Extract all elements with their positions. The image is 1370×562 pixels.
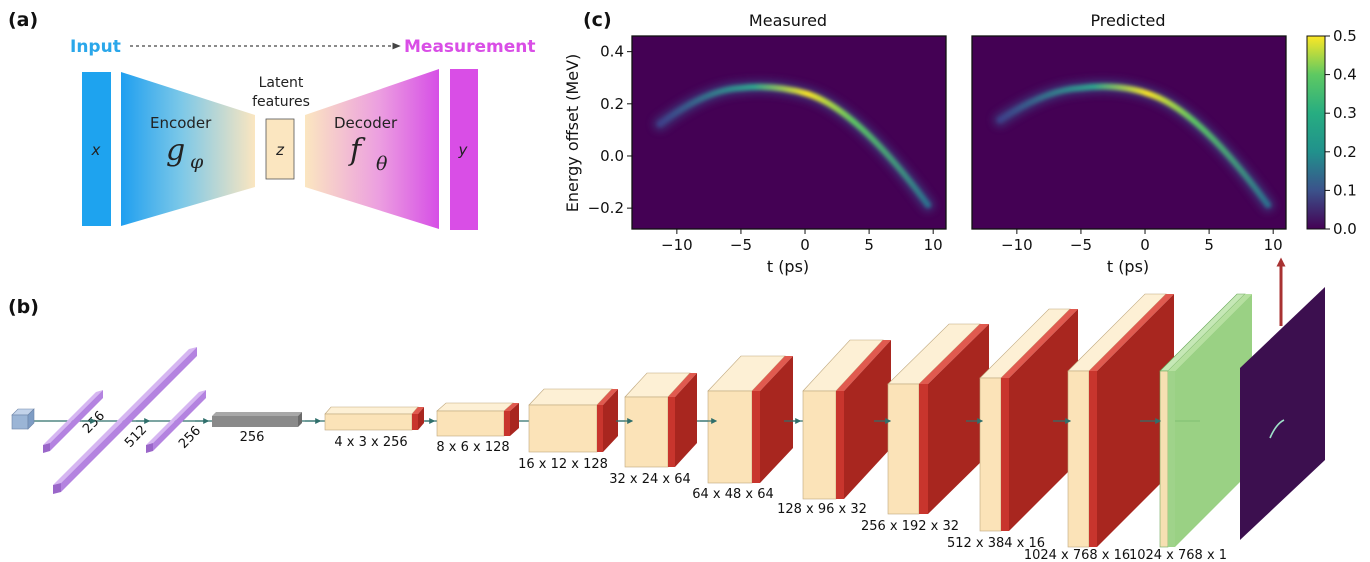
measured-y-ticks: −0.2 0.0 0.2 0.4 <box>588 43 632 217</box>
panel-b: (b) 256 512 256 <box>8 257 1325 562</box>
measurement-y-bar <box>450 69 478 230</box>
x-symbol: x <box>91 141 101 159</box>
encoder-subscript: φ <box>190 151 204 173</box>
y-symbol: y <box>458 141 469 159</box>
measured-frame <box>631 35 947 230</box>
colorbar-gradient <box>1306 35 1326 230</box>
measured-xtick-label: −5 <box>730 236 752 254</box>
predicted-xtick-label: −10 <box>1001 236 1033 254</box>
measured-xtick-label: 5 <box>864 236 874 254</box>
measured-ytick-label: 0.2 <box>600 95 624 113</box>
predicted-xlabel: t (ps) <box>1107 257 1149 276</box>
predicted-frame <box>971 35 1287 230</box>
latent-z-box <box>265 118 295 180</box>
deconv-layer-512x384x16 <box>979 308 1078 532</box>
colorbar-tick-label: 0.3 <box>1333 104 1357 122</box>
measured-xtick-label: −10 <box>661 236 693 254</box>
deconv-layer-64x48x64 <box>707 355 793 484</box>
panel-c: (c) Measured −10 −5 0 5 10 −0.2 0.0 0.2 0.4 t (… <box>563 9 1357 276</box>
panel-a-label: (a) <box>8 9 38 31</box>
decoder-label: Decoder <box>334 114 398 132</box>
colorbar-tick-label: 0.0 <box>1333 220 1357 238</box>
latent-line2: features <box>252 94 310 110</box>
deconv-layer-8x6x128 <box>436 402 519 437</box>
measured-arc <box>657 83 931 208</box>
input-cube <box>11 408 35 430</box>
deconv-layer-4x3x256 <box>324 406 424 431</box>
measured-plot: Measured −10 −5 0 5 10 −0.20.00.20.4 t (ps) … <box>563 11 947 276</box>
layer-label-16x12x128: 16 x 12 x 128 <box>518 457 608 472</box>
deconv-layer-16x12x128 <box>528 388 618 453</box>
measured-ylabel: Energy offset (MeV) <box>563 54 582 213</box>
deconv-layer-1024x768x16 <box>1067 293 1174 548</box>
dense-layer-256-b <box>146 390 206 453</box>
decoder-trapezoid <box>305 69 439 229</box>
z-symbol: z <box>275 141 285 159</box>
output-image-plane <box>1240 287 1325 540</box>
predicted-title: Predicted <box>1090 11 1165 30</box>
panel-c-label: (c) <box>583 9 612 31</box>
conv-layer-1024x768x1 <box>1159 293 1252 548</box>
layer-label-256x192x32: 256 x 192 x 32 <box>861 519 959 534</box>
measured-xtick-label: 0 <box>800 236 810 254</box>
input-label: Input <box>70 37 121 57</box>
measured-x-ticks: −10 −5 0 5 10 <box>661 229 943 254</box>
measured-heatmap <box>632 36 946 229</box>
layer-label-32x24x64: 32 x 24 x 64 <box>609 472 691 487</box>
encoder-label: Encoder <box>150 114 212 132</box>
predicted-heatmap <box>972 36 1286 229</box>
measured-ytick-label: −0.2 <box>588 199 624 217</box>
layer-label-512x384x16: 512 x 384 x 16 <box>947 536 1045 551</box>
colorbar-tick-label: 0.1 <box>1333 181 1357 199</box>
deconv-layer-256x192x32 <box>887 323 989 515</box>
output-image-trace <box>1269 419 1285 439</box>
layer-label-dense-256-b: 256 <box>176 423 204 451</box>
colorbar: 0.0 0.1 0.2 0.3 0.4 0.5 <box>1306 27 1357 238</box>
measured-xtick-label: 10 <box>924 236 943 254</box>
layer-label-4x3x256: 4 x 3 x 256 <box>334 435 407 450</box>
input-x-bar <box>82 72 111 226</box>
layer-label-1024x768x16: 1024 x 768 x 16 <box>1024 548 1130 562</box>
predicted-xtick-label: 10 <box>1264 236 1283 254</box>
layer-label-latent-256: 256 <box>240 430 265 445</box>
encoder-trapezoid <box>121 72 255 226</box>
colorbar-tick-label: 0.2 <box>1333 143 1357 161</box>
colorbar-tick-label: 0.5 <box>1333 27 1357 45</box>
layer-label-dense-512: 512 <box>122 422 150 450</box>
predicted-plot: Predicted −10 −5 0 5 10 t (ps) <box>971 11 1287 276</box>
panel-a: (a) Input Measurement x Encoder g φ Late… <box>8 9 536 230</box>
deconv-layer-32x24x64 <box>624 372 697 468</box>
deconv-layer-128x96x32 <box>802 339 891 500</box>
predicted-arc <box>997 83 1271 208</box>
measured-title: Measured <box>749 11 827 30</box>
measured-ytick-label: 0.0 <box>600 147 624 165</box>
decoder-subscript: θ <box>376 153 388 175</box>
predicted-xtick-label: 0 <box>1140 236 1150 254</box>
colorbar-ticks: 0.0 0.1 0.2 0.3 0.4 0.5 <box>1325 27 1357 238</box>
predicted-xtick-label: 5 <box>1204 236 1214 254</box>
layer-label-128x96x32: 128 x 96 x 32 <box>777 502 867 517</box>
predicted-x-ticks: −10 −5 0 5 10 <box>1001 229 1283 254</box>
measured-xlabel: t (ps) <box>767 257 809 276</box>
layer-label-8x6x128: 8 x 6 x 128 <box>436 440 509 455</box>
colorbar-tick-label: 0.4 <box>1333 66 1357 84</box>
encoder-symbol: g <box>166 133 185 168</box>
panel-b-label: (b) <box>8 296 39 318</box>
measured-ytick-label: 0.4 <box>600 43 624 61</box>
layer-label-64x48x64: 64 x 48 x 64 <box>692 487 774 502</box>
dense-layer-512 <box>53 347 197 494</box>
dense-layer-256-a <box>43 390 103 453</box>
measurement-label: Measurement <box>404 37 536 57</box>
predicted-xtick-label: −5 <box>1070 236 1092 254</box>
layer-label-1024x768x1: 1024 x 768 x 1 <box>1129 548 1227 562</box>
latent-layer-256 <box>212 412 302 427</box>
latent-line1: Latent <box>259 75 304 91</box>
